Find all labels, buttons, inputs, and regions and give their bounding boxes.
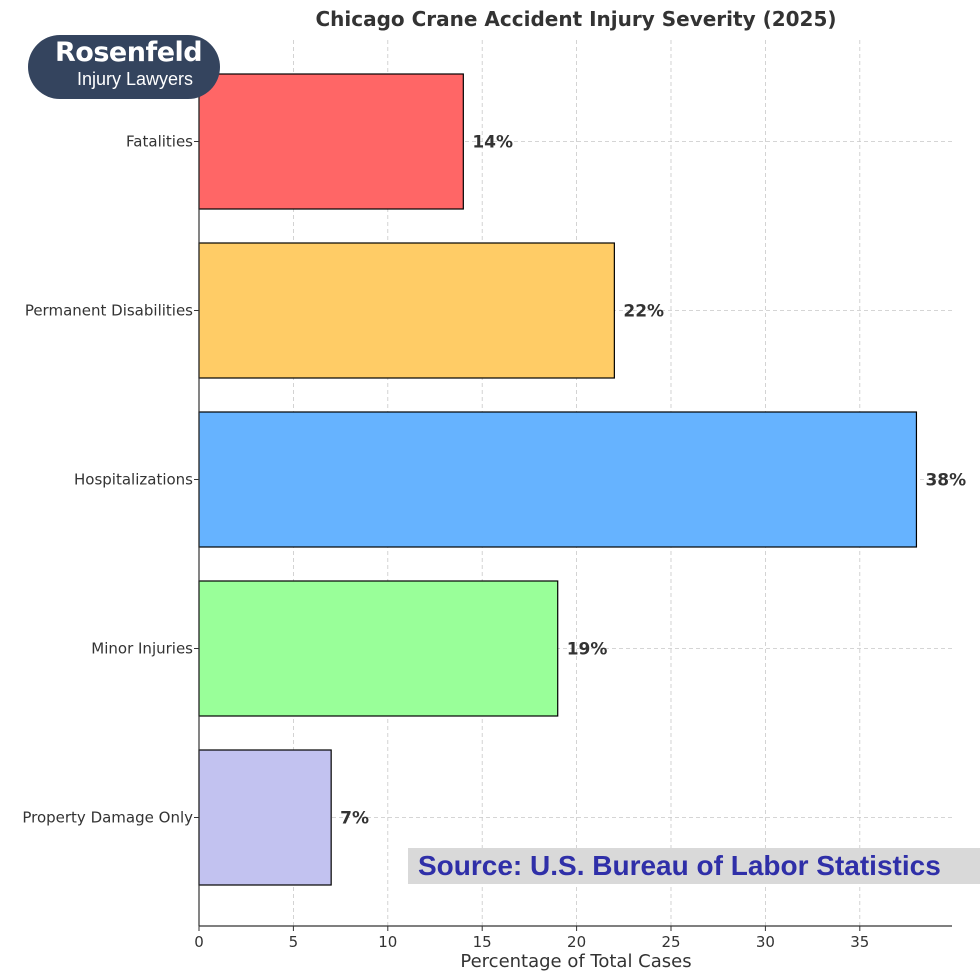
value-labels: 14% 22% 38% 19% 7% — [340, 133, 966, 829]
value-label: 19% — [567, 640, 608, 660]
value-label: 7% — [340, 809, 369, 829]
logo-subtitle: Injury Lawyers — [77, 69, 194, 89]
category-label: Minor Injuries — [91, 640, 193, 658]
source-note-box: Source: U.S. Bureau of Labor Statistics — [408, 848, 980, 884]
bar-minor-injuries — [198, 580, 559, 717]
x-tick-label: 10 — [378, 933, 397, 951]
x-tick-label: 0 — [194, 933, 204, 951]
category-labels: Fatalities Permanent Disabilities Hospital… — [22, 133, 193, 827]
x-ticks: 0 5 10 15 20 25 30 35 — [194, 926, 869, 951]
x-tick-label: 25 — [661, 933, 680, 951]
bar-permanent-disabilities — [198, 242, 615, 379]
logo-name: Rosenfeld — [55, 37, 203, 68]
category-label: Property Damage Only — [22, 809, 193, 827]
chart-title: Chicago Crane Accident Injury Severity (… — [315, 7, 836, 31]
category-label: Fatalities — [126, 133, 193, 151]
x-tick-label: 20 — [567, 933, 586, 951]
x-axis-label: Percentage of Total Cases — [460, 951, 691, 972]
bar-fatalities — [198, 73, 464, 210]
x-tick-label: 5 — [289, 933, 299, 951]
x-tick-label: 30 — [756, 933, 775, 951]
axes — [194, 40, 952, 927]
value-label: 22% — [623, 302, 664, 322]
source-note: Source: U.S. Bureau of Labor Statistics — [418, 850, 941, 881]
category-label: Hospitalizations — [74, 471, 193, 489]
category-label: Permanent Disabilities — [25, 302, 193, 320]
bars — [198, 73, 918, 886]
value-label: 14% — [472, 133, 513, 153]
bar-property-damage-only — [198, 749, 332, 886]
value-label: 38% — [925, 471, 966, 491]
rosenfeld-logo: Rosenfeld Injury Lawyers — [28, 35, 220, 99]
x-tick-label: 35 — [850, 933, 869, 951]
bar-hospitalizations — [198, 411, 918, 548]
x-tick-label: 15 — [473, 933, 492, 951]
